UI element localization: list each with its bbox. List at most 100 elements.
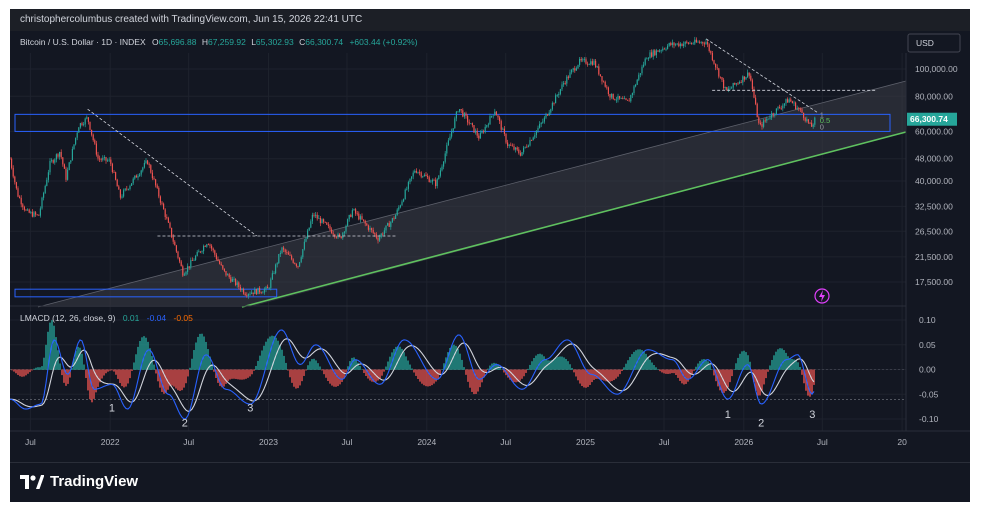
candle-body	[788, 99, 790, 103]
macd-histogram-bar	[265, 341, 267, 370]
candle-body	[214, 250, 216, 255]
candle-body	[71, 149, 73, 161]
price-pane[interactable]: 10.50	[10, 36, 907, 308]
candle-body	[369, 228, 371, 230]
candle-body	[30, 211, 32, 213]
candle-body	[414, 170, 416, 173]
candle-body	[300, 257, 302, 263]
candle-body	[359, 216, 361, 220]
candle-body	[654, 50, 656, 56]
candle-body	[41, 197, 43, 209]
candle-body	[119, 189, 121, 198]
candle-body	[62, 157, 64, 165]
candle-body	[124, 188, 126, 191]
macd-histogram-bar	[37, 367, 39, 370]
lightning-icon[interactable]	[814, 288, 830, 304]
candle-body	[657, 50, 659, 52]
candle-body	[59, 151, 61, 157]
macd-line	[10, 329, 815, 420]
candle-body	[433, 179, 435, 181]
macd-histogram-bar	[183, 369, 185, 388]
macd-histogram-bar	[447, 352, 449, 370]
candle-body	[603, 81, 605, 83]
macd-histogram-bar	[99, 369, 101, 383]
candle-body	[198, 251, 200, 253]
candle-body	[47, 172, 49, 180]
tradingview-logo[interactable]: TradingView	[20, 473, 138, 490]
candle-body	[315, 214, 317, 216]
candle-body	[231, 279, 233, 282]
macd-histogram-bar	[515, 369, 517, 383]
macd-histogram-bar	[607, 369, 609, 382]
macd-histogram-bar	[157, 369, 159, 382]
macd-histogram-bar	[209, 356, 211, 370]
macd-pane[interactable]: 1 2 3 1 2 3	[10, 320, 906, 429]
macd-histogram-bar	[809, 369, 811, 397]
macd-histogram-bar	[127, 369, 129, 384]
candle-body	[398, 207, 400, 210]
macd-histogram-bar	[191, 358, 193, 370]
macd-histogram-bar	[483, 369, 485, 378]
candle-body	[518, 149, 520, 154]
macd-histogram-bar	[305, 369, 307, 371]
macd-histogram-bar	[709, 364, 711, 370]
candle-body	[787, 99, 789, 103]
candle-body	[188, 266, 190, 268]
candle-body	[783, 103, 785, 106]
macd-histogram-bar	[651, 362, 653, 370]
candle-body	[171, 227, 173, 238]
candle-body	[708, 44, 710, 51]
candle-body	[131, 183, 133, 186]
candle-body	[774, 114, 776, 116]
candle-body	[87, 117, 89, 122]
macd-histogram-bar	[339, 369, 341, 385]
candle-body	[259, 287, 261, 293]
macd-histogram-bar	[571, 367, 573, 370]
candle-body	[380, 233, 382, 238]
macd-histogram-bar	[377, 369, 379, 381]
macd-histogram-bar	[731, 369, 733, 377]
macd-histogram-bar	[407, 360, 409, 370]
macd-histogram-bar	[61, 369, 63, 376]
macd-histogram-bar	[237, 369, 239, 380]
macd-histogram-bar	[389, 356, 391, 370]
fib-level-label: 1	[820, 110, 824, 119]
candle-body	[483, 131, 485, 133]
candle-body	[294, 262, 296, 264]
candle-body	[145, 160, 147, 163]
macd-histogram-bar	[247, 369, 249, 378]
candle-body	[57, 154, 59, 157]
candle-body	[619, 95, 621, 99]
macd-histogram-bar	[779, 348, 781, 370]
candle-body	[731, 87, 733, 89]
macd-histogram-bar	[221, 369, 223, 388]
candle-body	[407, 182, 409, 189]
candle-body	[211, 245, 213, 249]
support-zone	[14, 288, 278, 298]
candle-body	[755, 97, 757, 104]
candle-body	[534, 135, 536, 138]
candle-body	[134, 175, 136, 179]
candle-body	[163, 203, 165, 210]
candle-body	[343, 231, 345, 233]
candle-body	[308, 227, 310, 231]
macd-histogram-bar	[629, 356, 631, 370]
candle-body	[84, 118, 86, 125]
macd-histogram-bar	[121, 369, 123, 387]
candle-body	[553, 102, 555, 104]
currency-button[interactable]: USD	[907, 33, 961, 53]
high-value: 67,259.92	[208, 37, 246, 47]
candle-body	[607, 87, 609, 95]
macd-histogram-bar	[177, 369, 179, 391]
macd-histogram-bar	[635, 350, 637, 370]
candle-body	[238, 282, 240, 287]
macd-histogram-bar	[531, 361, 533, 370]
candle-body	[279, 253, 281, 255]
candle-body	[515, 147, 517, 150]
candle-body	[548, 112, 550, 116]
macd-histogram-bar	[225, 369, 227, 384]
macd-histogram-bar	[475, 369, 477, 394]
candle-body	[659, 50, 661, 52]
macd-histogram-bar	[729, 369, 731, 383]
